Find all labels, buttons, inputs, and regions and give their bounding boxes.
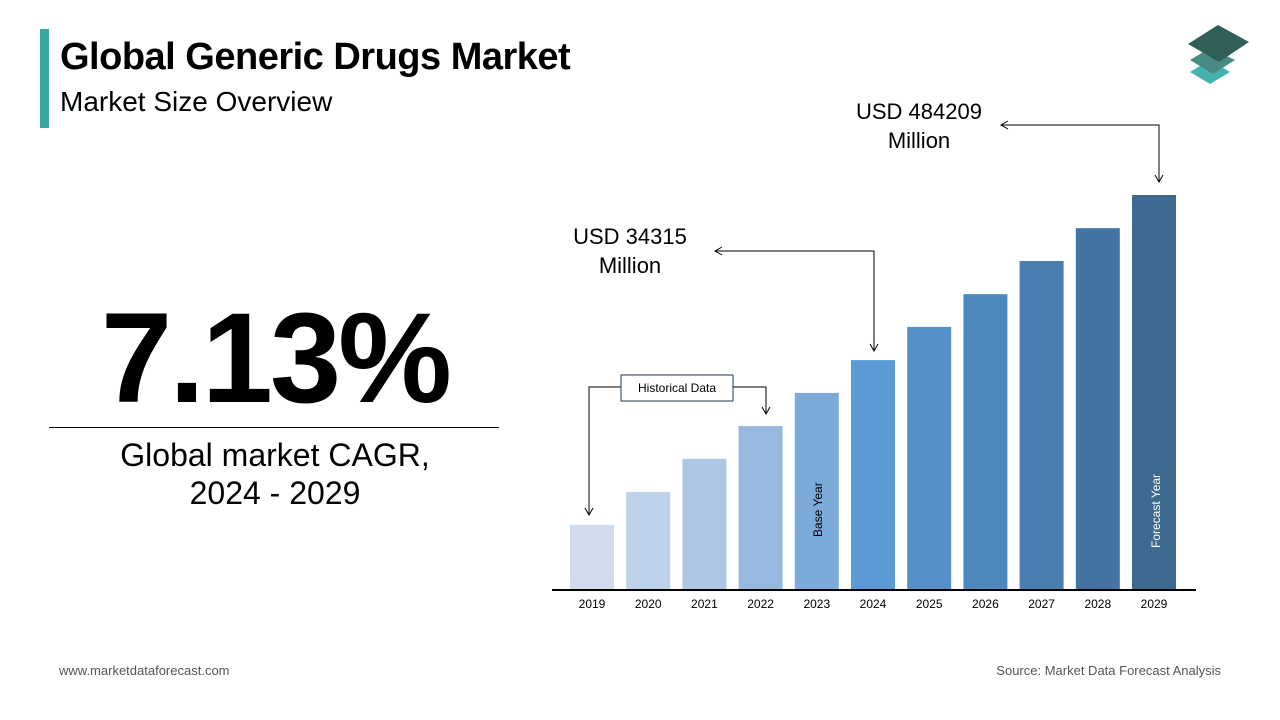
x-tick-label: 2025: [916, 597, 943, 611]
forecast-year-label: Forecast Year: [1149, 474, 1163, 548]
arrow-2022-icon: [761, 406, 771, 416]
base-year-label: Base Year: [811, 482, 825, 537]
source-note: Source: Market Data Forecast Analysis: [996, 663, 1221, 678]
website-link[interactable]: www.marketdataforecast.com: [59, 663, 230, 678]
bar-2029: [1132, 195, 1176, 590]
bar-2022: [738, 426, 783, 590]
arrow-2019-icon: [584, 507, 594, 517]
title-accent-bar: [40, 29, 49, 128]
historical-data-box: [620, 374, 734, 402]
x-tick-label: 2026: [972, 597, 999, 611]
bar-2024: [851, 360, 895, 590]
forecast-value-line2: Million: [887, 128, 951, 153]
bar-2021: [682, 458, 727, 590]
historical-data-label: Historical Data: [638, 381, 716, 395]
historical-bracket-left: [588, 386, 621, 514]
base-connector: [716, 250, 875, 350]
x-tick-label: 2021: [691, 597, 718, 611]
page-subtitle: Market Size Overview: [60, 86, 333, 117]
cagr-caption-line1: Global market CAGR,: [120, 437, 430, 473]
x-tick-label: 2019: [579, 597, 606, 611]
historical-bracket-right: [733, 386, 767, 413]
x-tick-label: 2022: [747, 597, 774, 611]
cagr-caption: Global market CAGR, 2024 - 2029: [50, 436, 500, 512]
bar-2025: [907, 326, 952, 590]
arrow-left-icon: [713, 246, 723, 256]
forecast-value-annotation: USD 484209 Million: [844, 97, 994, 155]
x-tick-label: 2028: [1084, 597, 1111, 611]
base-value-line2: Million: [598, 253, 662, 278]
bar-2023: [794, 392, 839, 590]
bar-2027: [1019, 260, 1064, 590]
x-tick-label: 2020: [635, 597, 662, 611]
forecast-connector: [1002, 124, 1160, 181]
bar-2019: [570, 524, 614, 590]
layers-logo-icon: [1188, 25, 1249, 84]
cagr-caption-line2: 2024 - 2029: [189, 475, 361, 511]
arrow-left-icon: [999, 120, 1009, 130]
cagr-value: 7.13%: [101, 287, 452, 430]
arrow-2024-icon: [869, 343, 879, 353]
bar-2028: [1075, 228, 1120, 590]
x-tick-label: 2023: [803, 597, 830, 611]
bar-2020: [626, 492, 671, 590]
arrow-2029-icon: [1154, 174, 1164, 184]
base-value-annotation: USD 34315 Million: [560, 222, 700, 280]
divider: [49, 427, 499, 428]
base-value-line1: USD 34315: [573, 224, 687, 249]
x-tick-label: 2027: [1028, 597, 1055, 611]
x-tick-label: 2029: [1141, 597, 1168, 611]
forecast-value-line1: USD 484209: [856, 99, 982, 124]
bar-2026: [963, 294, 1008, 590]
page-title: Global Generic Drugs Market: [60, 36, 571, 78]
x-tick-label: 2024: [860, 597, 887, 611]
